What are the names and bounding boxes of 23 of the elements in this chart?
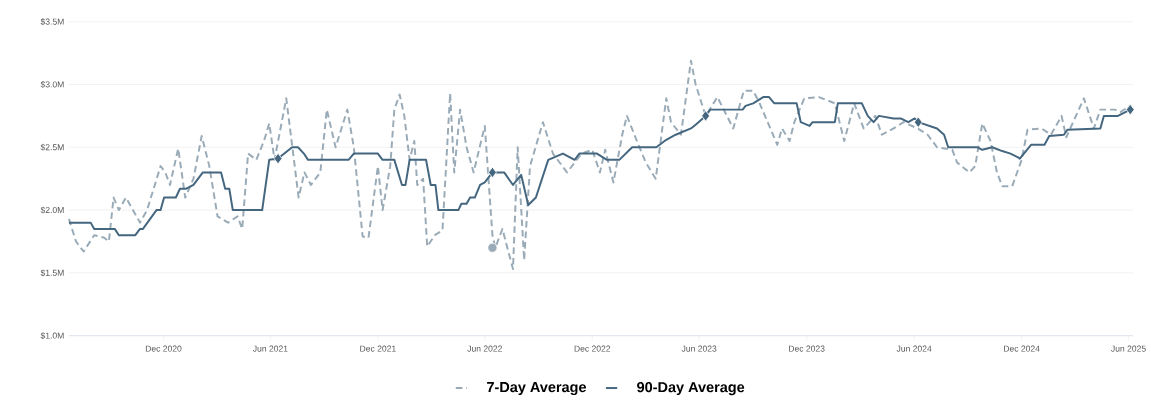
x-tick-label: Jun 2022 xyxy=(467,345,502,352)
x-tick-label: Jun 2023 xyxy=(681,345,717,352)
point xyxy=(913,116,923,128)
x-tick-label: Jun 2024 xyxy=(896,345,932,352)
y-tick-label: $3.5M xyxy=(40,18,64,26)
point xyxy=(273,153,283,165)
x-tick-label: Dec 2021 xyxy=(360,345,396,352)
x-tick-label: Dec 2024 xyxy=(1004,345,1040,352)
x-tick-label: Jun 2021 xyxy=(252,345,288,352)
y-tick-label: $3.0M xyxy=(40,81,64,89)
x-tick-label: Dec 2023 xyxy=(789,345,825,352)
point xyxy=(701,110,710,122)
x-tick-label: Dec 2020 xyxy=(145,345,182,352)
x-tick-label: Jun 2025 xyxy=(1111,345,1146,352)
y-tick-label: $2.0M xyxy=(40,206,64,214)
point xyxy=(487,242,498,253)
y-tick-label: $1.0M xyxy=(40,332,64,340)
y-tick-label: $2.5M xyxy=(40,143,64,151)
legend-label: 7-Day Average xyxy=(487,382,587,396)
y-tick-label: $1.5M xyxy=(40,269,64,277)
legend-label: 90-Day Average xyxy=(637,382,745,396)
x-tick-label: Dec 2022 xyxy=(574,345,611,352)
point xyxy=(1125,104,1135,116)
